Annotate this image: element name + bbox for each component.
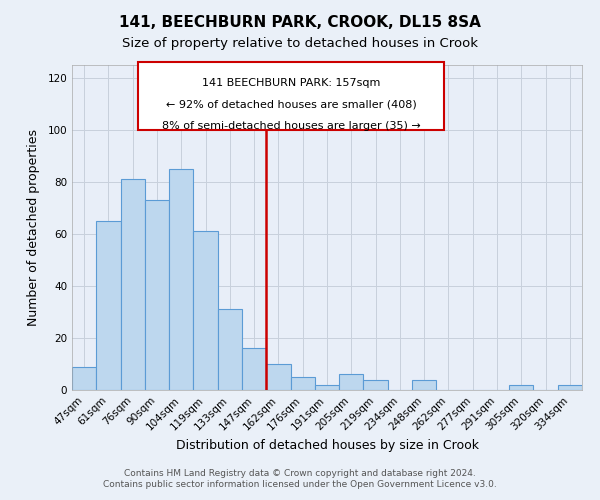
Bar bbox=[72, 366, 96, 390]
Bar bbox=[96, 221, 121, 390]
Text: Contains public sector information licensed under the Open Government Licence v3: Contains public sector information licen… bbox=[103, 480, 497, 489]
Bar bbox=[509, 385, 533, 390]
Bar bbox=[145, 200, 169, 390]
Text: ← 92% of detached houses are smaller (408): ← 92% of detached houses are smaller (40… bbox=[166, 100, 416, 110]
Text: 141 BEECHBURN PARK: 157sqm: 141 BEECHBURN PARK: 157sqm bbox=[202, 78, 380, 88]
Bar bbox=[412, 380, 436, 390]
Text: 141, BEECHBURN PARK, CROOK, DL15 8SA: 141, BEECHBURN PARK, CROOK, DL15 8SA bbox=[119, 15, 481, 30]
Text: Size of property relative to detached houses in Crook: Size of property relative to detached ho… bbox=[122, 38, 478, 51]
Bar bbox=[121, 180, 145, 390]
X-axis label: Distribution of detached houses by size in Crook: Distribution of detached houses by size … bbox=[176, 438, 479, 452]
Text: 8% of semi-detached houses are larger (35) →: 8% of semi-detached houses are larger (3… bbox=[162, 120, 421, 130]
Bar bbox=[169, 169, 193, 390]
Bar bbox=[218, 310, 242, 390]
Bar bbox=[266, 364, 290, 390]
Bar bbox=[315, 385, 339, 390]
Bar bbox=[193, 232, 218, 390]
Bar bbox=[339, 374, 364, 390]
Bar bbox=[242, 348, 266, 390]
Y-axis label: Number of detached properties: Number of detached properties bbox=[28, 129, 40, 326]
Bar bbox=[558, 385, 582, 390]
Bar bbox=[364, 380, 388, 390]
FancyBboxPatch shape bbox=[139, 62, 444, 130]
Text: Contains HM Land Registry data © Crown copyright and database right 2024.: Contains HM Land Registry data © Crown c… bbox=[124, 468, 476, 477]
Bar bbox=[290, 377, 315, 390]
